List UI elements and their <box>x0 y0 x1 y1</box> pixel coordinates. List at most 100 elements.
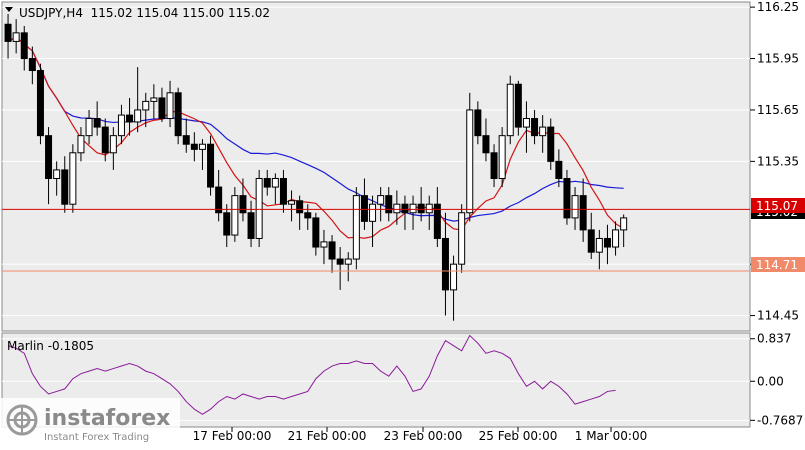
candle-body <box>21 33 27 59</box>
candle-body <box>78 136 84 153</box>
candle-body <box>532 119 538 136</box>
y-tick-label: 115.65 <box>757 103 799 117</box>
candle-body <box>588 230 594 252</box>
x-tick-label: 21 Feb 00:00 <box>288 429 367 443</box>
candle-body <box>5 24 11 41</box>
candle-body <box>345 259 351 264</box>
candle-body <box>426 204 432 213</box>
candle-body <box>556 161 562 178</box>
candle-body <box>135 110 141 122</box>
candle-body <box>621 218 627 230</box>
indicator-label: Marlin -0.1805 <box>7 339 94 353</box>
candle-body <box>418 204 424 213</box>
candle-body <box>232 196 238 235</box>
candle-body <box>102 127 108 153</box>
candle-body <box>353 196 359 259</box>
candle-body <box>256 178 262 238</box>
x-tick-label: 25 Feb 00:00 <box>479 429 558 443</box>
candle-body <box>329 242 335 259</box>
candle-body <box>483 136 489 153</box>
candle-body <box>46 136 52 179</box>
candle-body <box>37 71 43 136</box>
candle-body <box>70 153 76 204</box>
candle-body <box>467 110 473 213</box>
main-panel <box>2 2 750 331</box>
candle-body <box>540 127 546 136</box>
candle-body <box>305 213 311 218</box>
chart-symbol-line: USDJPY,H4 115.02 115.04 115.00 115.02 <box>19 6 270 20</box>
candle-body <box>13 33 19 42</box>
candle-body <box>523 119 529 128</box>
candle-body <box>313 218 319 247</box>
logo-brand: instaforex <box>44 406 170 431</box>
candle-body <box>491 153 497 179</box>
x-tick-label: 17 Feb 00:00 <box>193 429 272 443</box>
candle-body <box>507 84 513 135</box>
indicator-y-axis: 0.837 0.00 -0.7687 <box>750 332 803 428</box>
candle-body <box>191 144 197 149</box>
candle-body <box>361 196 367 222</box>
candle-body <box>394 204 400 213</box>
resistance-tag: 115.07 <box>756 199 798 213</box>
candle-body <box>289 201 295 204</box>
candle-body <box>410 204 416 213</box>
candle-body <box>208 144 214 187</box>
candle-body <box>94 119 100 128</box>
candle-body <box>499 136 505 179</box>
candle-body <box>370 204 376 221</box>
y-tick-label: 114.45 <box>757 309 799 323</box>
candle-body <box>580 196 586 230</box>
candle-body <box>475 110 481 136</box>
instaforex-logo: instaforex Instant Forex Trading <box>0 398 180 446</box>
candle-body <box>151 98 157 101</box>
candle-body <box>337 259 343 264</box>
candle-body <box>386 196 392 213</box>
candle-body <box>572 196 578 218</box>
candle-body <box>280 178 286 204</box>
candle-body <box>596 238 602 252</box>
candle-body <box>459 213 465 264</box>
candle-body <box>564 178 570 217</box>
candle-body <box>167 93 173 119</box>
y-tick-label: 115.35 <box>757 154 799 168</box>
indicator-tick-label: -0.7687 <box>757 413 803 427</box>
candle-body <box>604 238 610 247</box>
candle-body <box>127 115 133 122</box>
candle-body <box>110 136 116 153</box>
logo-mark-icon <box>8 406 36 434</box>
candle-body <box>86 119 92 136</box>
y-tick-label: 116.25 <box>757 0 799 14</box>
candle-body <box>29 59 35 71</box>
candle-body <box>451 264 457 290</box>
x-axis: 17 Feb 00:00 21 Feb 00:00 23 Feb 00:00 25 F… <box>193 427 648 443</box>
candle-body <box>118 115 124 136</box>
candle-body <box>199 144 205 149</box>
support-tag: 114.71 <box>756 258 798 272</box>
candle-body <box>442 238 448 289</box>
candle-body <box>272 178 278 187</box>
indicator-tick-label: 0.837 <box>757 332 791 346</box>
candle-body <box>548 127 554 161</box>
candle-body <box>248 213 254 239</box>
x-tick-label: 23 Feb 00:00 <box>384 429 463 443</box>
candle-body <box>224 213 230 235</box>
candle-body <box>143 101 149 110</box>
candle-body <box>378 196 384 205</box>
candle-body <box>402 204 408 213</box>
indicator-tick-label: 0.00 <box>757 374 784 388</box>
candle-body <box>297 201 303 213</box>
candle-body <box>321 242 327 247</box>
candle-body <box>175 93 181 136</box>
candle-body <box>183 136 189 145</box>
candle-body <box>264 178 270 187</box>
logo-tagline: Instant Forex Trading <box>44 432 149 443</box>
y-tick-label: 115.95 <box>757 52 799 66</box>
candle-body <box>240 196 246 213</box>
candle-body <box>515 84 521 127</box>
candle-body <box>159 98 165 119</box>
candle-body <box>62 170 68 204</box>
candle-body <box>613 230 619 247</box>
x-tick-label: 1 Mar 00:00 <box>575 429 648 443</box>
